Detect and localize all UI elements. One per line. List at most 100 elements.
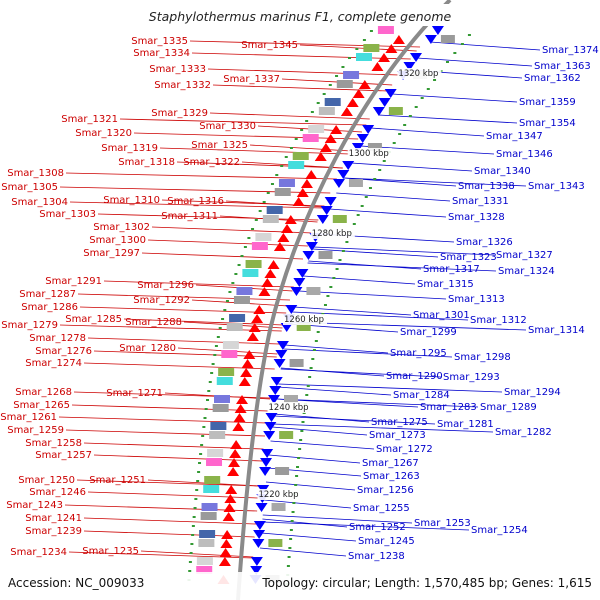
tick-mark [218,327,222,329]
gene-label: Smar_1374 [542,45,599,56]
gene-label: Smar_1333 [149,64,206,75]
gene-block [348,179,363,187]
gene-label: Smar_1316 [167,196,224,207]
gene-label: Smar_1273 [369,430,426,441]
tick-mark [280,165,284,167]
tick-mark [414,106,418,108]
gene-block [288,161,305,169]
gene-block [222,341,239,349]
tick-mark [329,286,333,288]
tick-mark [311,358,315,360]
gene-label: Smar_1308 [7,168,64,179]
gene-label: Smar_1305 [1,182,58,193]
tick-mark [341,66,345,68]
gene-label: Smar_1345 [241,40,298,51]
reverse-connector [265,481,356,491]
forward-feature-arrow [219,548,232,557]
gene-label: Smar_1319 [101,143,158,154]
reverse-connector [370,127,485,137]
forward-connector [133,132,359,140]
tick-mark [228,291,232,293]
forward-feature-arrow [234,404,247,413]
tick-mark [189,552,193,554]
gene-block [199,530,216,538]
reverse-connector [284,348,453,358]
gene-block [440,35,455,43]
tick-mark [326,295,330,297]
forward-feature-arrow [223,503,236,512]
gene-label: Smar_1287 [19,289,76,300]
reverse-feature-arrow [324,197,337,206]
gene-label: Smar_1343 [528,181,585,192]
gene-block [200,512,217,520]
reverse-feature-arrow [273,359,286,368]
forward-feature-arrow [236,395,249,404]
gene-block [236,287,253,295]
reverse-feature-arrow [302,251,315,260]
reverse-connector [303,275,416,285]
gene-label: Smar_1363 [534,61,591,72]
forward-connector [87,337,280,345]
tick-mark [188,561,192,563]
tick-mark [270,183,274,185]
forward-feature-arrow [352,89,365,98]
gene-label: Smar_1335 [131,36,188,47]
gene-label: Smar_1325 [191,140,248,151]
tick-mark [305,120,309,122]
tick-mark [310,111,314,113]
tick-mark [352,223,356,225]
tick-mark [294,484,298,486]
tick-mark [208,381,212,383]
gene-block [229,314,246,322]
reverse-feature-arrow [403,62,416,71]
gene-block [336,80,353,88]
reverse-feature-arrow [255,503,268,512]
reverse-connector [307,262,497,272]
forward-feature-arrow [232,422,245,431]
tick-mark [398,133,402,135]
tick-mark [207,390,211,392]
tick-mark [460,43,464,45]
gene-label: Smar_1303 [39,209,96,220]
tick-mark [433,79,437,81]
forward-feature-arrow [277,233,290,242]
tick-mark [323,304,327,306]
kbp-tick-label: 1220 kbp [258,490,298,500]
gene-label: Smar_1346 [496,149,553,160]
kbp-backdrop [257,489,302,500]
gene-block [363,44,380,52]
tick-mark [332,277,336,279]
tick-mark [368,187,372,189]
reverse-connector [313,246,495,256]
forward-feature-arrow [238,377,251,386]
forward-feature-arrow [253,305,266,314]
tick-mark [200,444,204,446]
reverse-connector [273,415,436,425]
reverse-feature-arrow [275,350,288,359]
forward-connector [71,404,269,412]
gene-block [216,377,233,385]
tick-mark [221,318,225,320]
gene-label: Smar_1322 [183,157,240,168]
reverse-feature-arrow [293,278,306,287]
forward-feature-arrow [233,413,246,422]
gene-label: Smar_1261 [0,412,57,423]
reverse-feature-arrow [265,413,278,422]
tick-mark [213,354,217,356]
tick-mark [341,250,345,252]
tick-mark [204,408,208,410]
forward-feature-arrow [243,350,256,359]
tick-mark [288,547,292,549]
forward-feature-arrow [246,332,259,341]
forward-feature-arrow [385,44,398,53]
gene-label: Smar_1284 [393,390,450,401]
gene-label: Smar_1327 [496,250,553,261]
gene-block [262,215,279,223]
reverse-feature-arrow [378,98,391,107]
tick-mark [206,399,210,401]
gene-block [296,323,311,331]
tick-mark [322,93,326,95]
reverse-connector [430,41,541,51]
reverse-connector [270,440,375,450]
